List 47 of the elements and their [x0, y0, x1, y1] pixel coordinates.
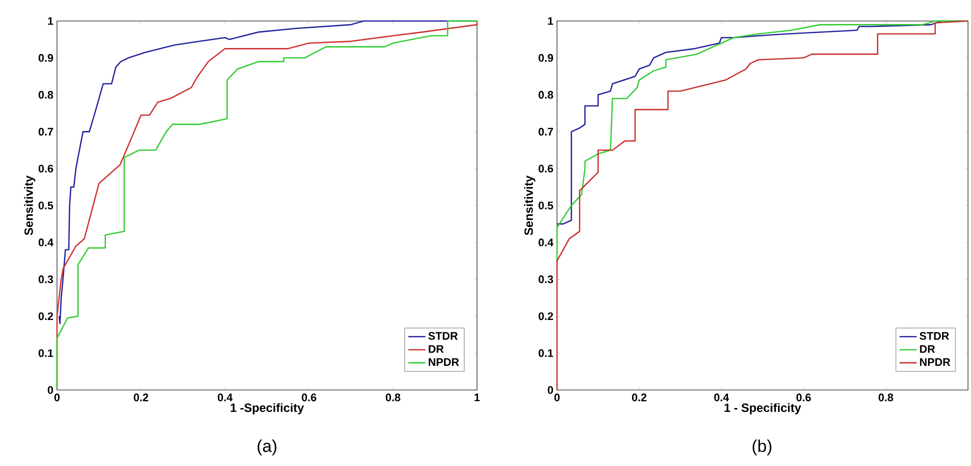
y-tick-label: 0.4: [38, 238, 54, 246]
y-tick-label: 0.9: [38, 54, 54, 62]
y-tick-label: 0: [48, 386, 54, 394]
x-axis-title: 1 -Specificity: [230, 403, 304, 414]
y-tick-label: 0.4: [538, 238, 554, 246]
y-axis-title: Sensitivity: [524, 176, 536, 236]
x-tick-label: 0: [54, 394, 60, 402]
y-tick-label: 0.7: [538, 128, 553, 136]
x-tick-label: 0.2: [632, 394, 646, 402]
y-tick-label: 0.1: [538, 349, 554, 357]
x-tick-label: 0: [554, 394, 560, 402]
y-tick-label: 0.5: [538, 202, 554, 210]
x-tick-label: 0.6: [302, 394, 316, 402]
x-tick-label: 0.4: [218, 394, 233, 402]
legend-label: NPDR: [428, 358, 459, 366]
x-tick-label: 0.8: [386, 394, 400, 402]
y-tick-label: 0.1: [38, 349, 54, 357]
x-tick-label: 0.6: [796, 394, 811, 402]
y-tick-label: 0.6: [38, 164, 54, 172]
legend-label: DR: [920, 345, 935, 353]
y-tick-label: 0.7: [38, 128, 53, 136]
y-tick-label: 0: [548, 386, 554, 394]
text: (b): [752, 440, 772, 456]
y-tick-label: 1: [48, 17, 54, 25]
legend-label: NPDR: [920, 358, 950, 366]
y-tick-label: 0.3: [538, 275, 554, 284]
y-tick-label: 0.2: [38, 312, 54, 320]
legend-label: STDR: [920, 332, 950, 340]
x-tick-label: 0.2: [134, 394, 148, 402]
x-tick-label: 0.8: [878, 394, 894, 402]
y-tick-label: 0.8: [538, 90, 554, 99]
text: (a): [258, 440, 276, 456]
x-tick-label: 0.4: [714, 394, 729, 402]
legend-label: STDR: [428, 332, 458, 340]
y-tick-label: 0.9: [538, 54, 554, 62]
y-tick-label: 0.5: [38, 202, 54, 210]
y-axis-title: Sensitivity: [24, 176, 36, 236]
y-tick-label: 0.3: [38, 275, 54, 284]
y-tick-label: 0.2: [538, 312, 554, 320]
y-tick-label: 1: [548, 17, 554, 25]
y-tick-label: 0.6: [538, 164, 554, 172]
legend-label: DR: [428, 345, 444, 353]
x-axis-title: 1 - Specificity: [724, 403, 802, 414]
x-tick-label: 1: [474, 394, 480, 402]
line-series: [56, 20, 478, 391]
line-series: [556, 20, 969, 391]
y-tick-label: 0.8: [38, 90, 54, 99]
